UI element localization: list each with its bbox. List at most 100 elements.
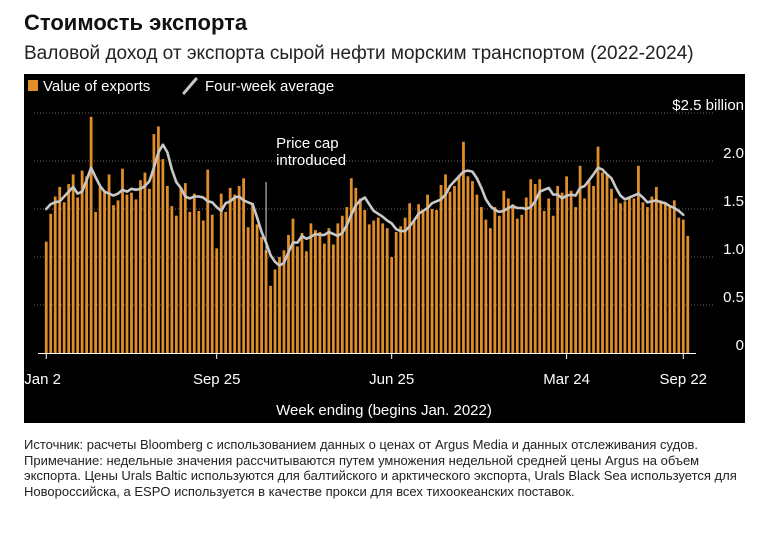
bar — [645, 207, 649, 353]
bar — [457, 175, 461, 353]
bar — [246, 227, 250, 353]
bar — [349, 178, 353, 353]
bar — [237, 185, 241, 353]
bar — [672, 200, 676, 353]
bar — [569, 190, 573, 353]
bar — [538, 179, 542, 353]
bar — [134, 199, 138, 353]
bar — [484, 219, 488, 353]
bar — [170, 206, 174, 353]
bar — [287, 234, 290, 353]
bar — [282, 250, 286, 353]
bar — [515, 218, 519, 353]
page-title: Стоимость экспорта — [24, 10, 248, 35]
bar — [58, 186, 62, 353]
bar — [219, 193, 223, 353]
bar — [358, 198, 362, 353]
bar — [444, 174, 447, 353]
y-tick-label: 1.0 — [723, 241, 744, 258]
source-note: Источник: расчеты Bloomberg с использова… — [24, 437, 698, 452]
bar — [412, 220, 416, 353]
bar — [560, 192, 564, 353]
bar — [686, 235, 690, 353]
bar — [524, 197, 528, 353]
four-week-average-line-group — [44, 143, 685, 267]
bar — [475, 194, 479, 353]
bar — [506, 198, 510, 353]
bar — [273, 269, 277, 353]
bar — [668, 205, 672, 353]
bar — [157, 126, 160, 353]
bar — [107, 174, 111, 353]
bar — [592, 185, 595, 353]
bar — [605, 174, 609, 353]
bar — [174, 215, 178, 353]
bar — [130, 192, 133, 353]
bar — [520, 214, 524, 353]
y-tick-label: 1.5 — [723, 193, 744, 210]
methodology-note: Примечание: недельные значения рассчитыв… — [24, 452, 737, 499]
bar — [296, 246, 299, 353]
bar — [331, 244, 335, 353]
bar — [403, 217, 407, 353]
bar — [215, 248, 219, 353]
bar — [148, 188, 151, 353]
bar — [143, 172, 147, 353]
bar — [300, 233, 304, 353]
bar — [354, 187, 358, 353]
bar — [601, 172, 604, 353]
bar — [125, 194, 129, 353]
bar — [430, 209, 434, 353]
bar — [681, 219, 685, 353]
y-tick-label: 0 — [736, 337, 744, 354]
legend-label-four-week-average: Four-week average — [205, 78, 334, 95]
bar — [67, 184, 71, 353]
bar — [80, 170, 84, 353]
bar — [183, 183, 187, 353]
bar — [574, 207, 577, 353]
bar — [367, 224, 371, 353]
bar — [614, 198, 618, 353]
price-cap-label: Price cap — [276, 135, 339, 152]
bar — [551, 215, 555, 353]
bar — [426, 194, 429, 353]
bar — [269, 285, 272, 353]
bar — [44, 241, 48, 353]
x-axis-title: Week ending (begins Jan. 2022) — [276, 402, 492, 419]
bar — [192, 193, 196, 353]
bar — [471, 181, 474, 353]
bar — [53, 196, 57, 353]
bar — [85, 176, 89, 353]
bar — [578, 165, 582, 353]
bar — [677, 217, 681, 353]
bar — [201, 220, 205, 353]
bar — [502, 190, 506, 353]
bar — [632, 198, 636, 353]
bar — [179, 188, 183, 353]
bar — [650, 196, 654, 353]
bar — [305, 251, 308, 353]
bar — [363, 209, 367, 353]
bar — [654, 186, 658, 353]
chart-panel: $2.5 billion 2.0 1.5 1.0 0.5 0 Jan 2 Sep 25 Jun … — [24, 74, 745, 423]
bar — [556, 185, 560, 353]
bar — [206, 169, 210, 353]
bar — [610, 188, 613, 353]
bar — [71, 174, 75, 353]
bar — [251, 203, 254, 353]
bar — [260, 236, 263, 353]
bar — [497, 215, 501, 353]
bar — [408, 203, 412, 353]
bar — [488, 228, 492, 353]
x-tick-label: Sep 25 — [193, 371, 241, 388]
bar — [336, 223, 340, 353]
bar — [94, 211, 97, 353]
bar — [103, 191, 106, 353]
bars-value-of-exports — [44, 116, 690, 353]
bar — [417, 204, 420, 353]
bar — [529, 179, 533, 353]
bar — [161, 159, 165, 353]
bar — [255, 224, 259, 353]
bar — [587, 180, 591, 353]
page-subtitle: Валовой доход от экспорта сырой нефти мо… — [24, 43, 694, 64]
